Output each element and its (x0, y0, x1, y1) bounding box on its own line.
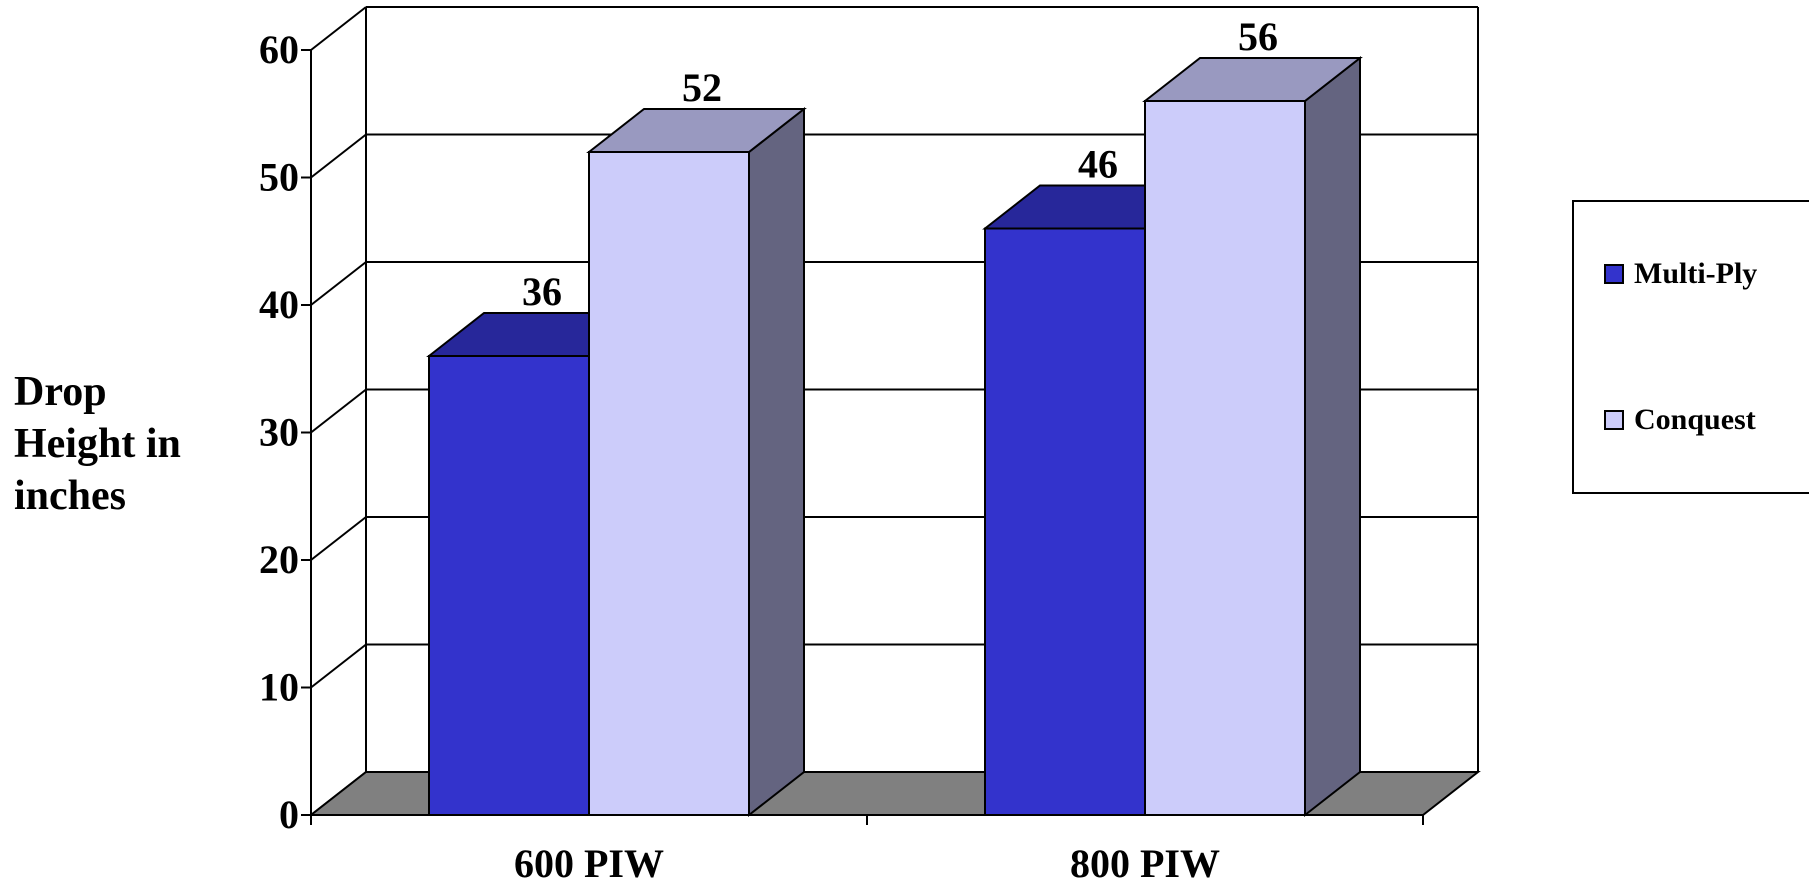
side-wall-gridline (310, 388, 367, 434)
legend-label-conquest: Conquest (1634, 403, 1756, 436)
bars (426, 55, 1363, 818)
side-wall-gridline (310, 516, 367, 561)
legend-item-multi-ply: Multi-Ply (1604, 257, 1757, 291)
x-tick-label: 800 PIW (1070, 841, 1220, 886)
x-tick-label: 600 PIW (514, 841, 664, 886)
y-tick-label: 60 (259, 27, 299, 72)
data-label: 52 (682, 65, 722, 110)
legend-label-multi-ply: Multi-Ply (1634, 257, 1758, 290)
legend-swatch-conquest (1604, 410, 1624, 430)
data-label: 46 (1078, 142, 1118, 187)
bar (428, 355, 590, 816)
side-wall-gridline (310, 643, 367, 689)
data-labels: 36 52 46 56 (522, 14, 1278, 314)
bar (984, 227, 1146, 816)
bar-side (1304, 55, 1361, 818)
x-axis: 600 PIW 800 PIW (310, 814, 1424, 886)
y-axis: 0 10 20 30 40 50 60 (259, 27, 312, 837)
legend: Multi-Ply Conquest (1572, 200, 1809, 494)
y-tick-label: 30 (259, 410, 299, 455)
y-axis-label: Drop Height in inches (14, 369, 181, 519)
data-label: 56 (1238, 14, 1278, 59)
bar-side (748, 106, 805, 818)
y-tick-label: 0 (279, 792, 299, 837)
side-wall-gridline (310, 133, 367, 179)
side-wall-gridline (310, 261, 367, 306)
y-tick-label: 20 (259, 537, 299, 582)
y-tick-label: 40 (259, 282, 299, 327)
side-wall-gridline (310, 6, 367, 51)
legend-swatch-multi-ply (1604, 264, 1624, 284)
y-tick-label: 10 (259, 665, 299, 710)
bar (588, 151, 750, 816)
data-label: 36 (522, 269, 562, 314)
bar (1144, 100, 1306, 816)
legend-item-conquest: Conquest (1604, 403, 1756, 437)
y-tick-label: 50 (259, 155, 299, 200)
